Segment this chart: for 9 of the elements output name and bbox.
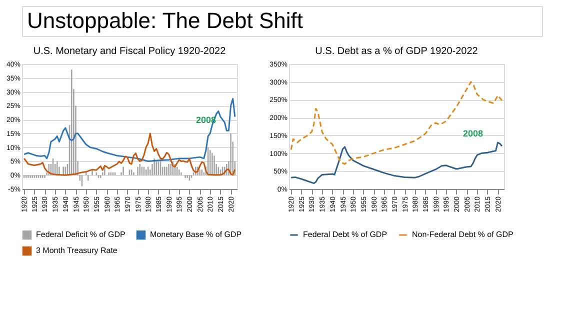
legend-label: Non-Federal Debt % of GDP <box>412 230 514 239</box>
chart-title: U.S. Monetary and Fiscal Policy 1920-2022 <box>33 46 226 57</box>
annotation: 2008 <box>462 128 484 138</box>
legend-label: Federal Debt % of GDP <box>303 230 388 239</box>
chart-title: U.S. Debt as a % of GDP 1920-2022 <box>315 46 478 57</box>
legend-label: Monetary Base % of GDP <box>150 230 242 240</box>
legend-label: 3 Month Treasury Rate <box>36 246 118 255</box>
legend-label: Federal Deficit % of GDP <box>36 230 126 240</box>
text: Unstoppable: The Debt Shift <box>27 8 303 33</box>
